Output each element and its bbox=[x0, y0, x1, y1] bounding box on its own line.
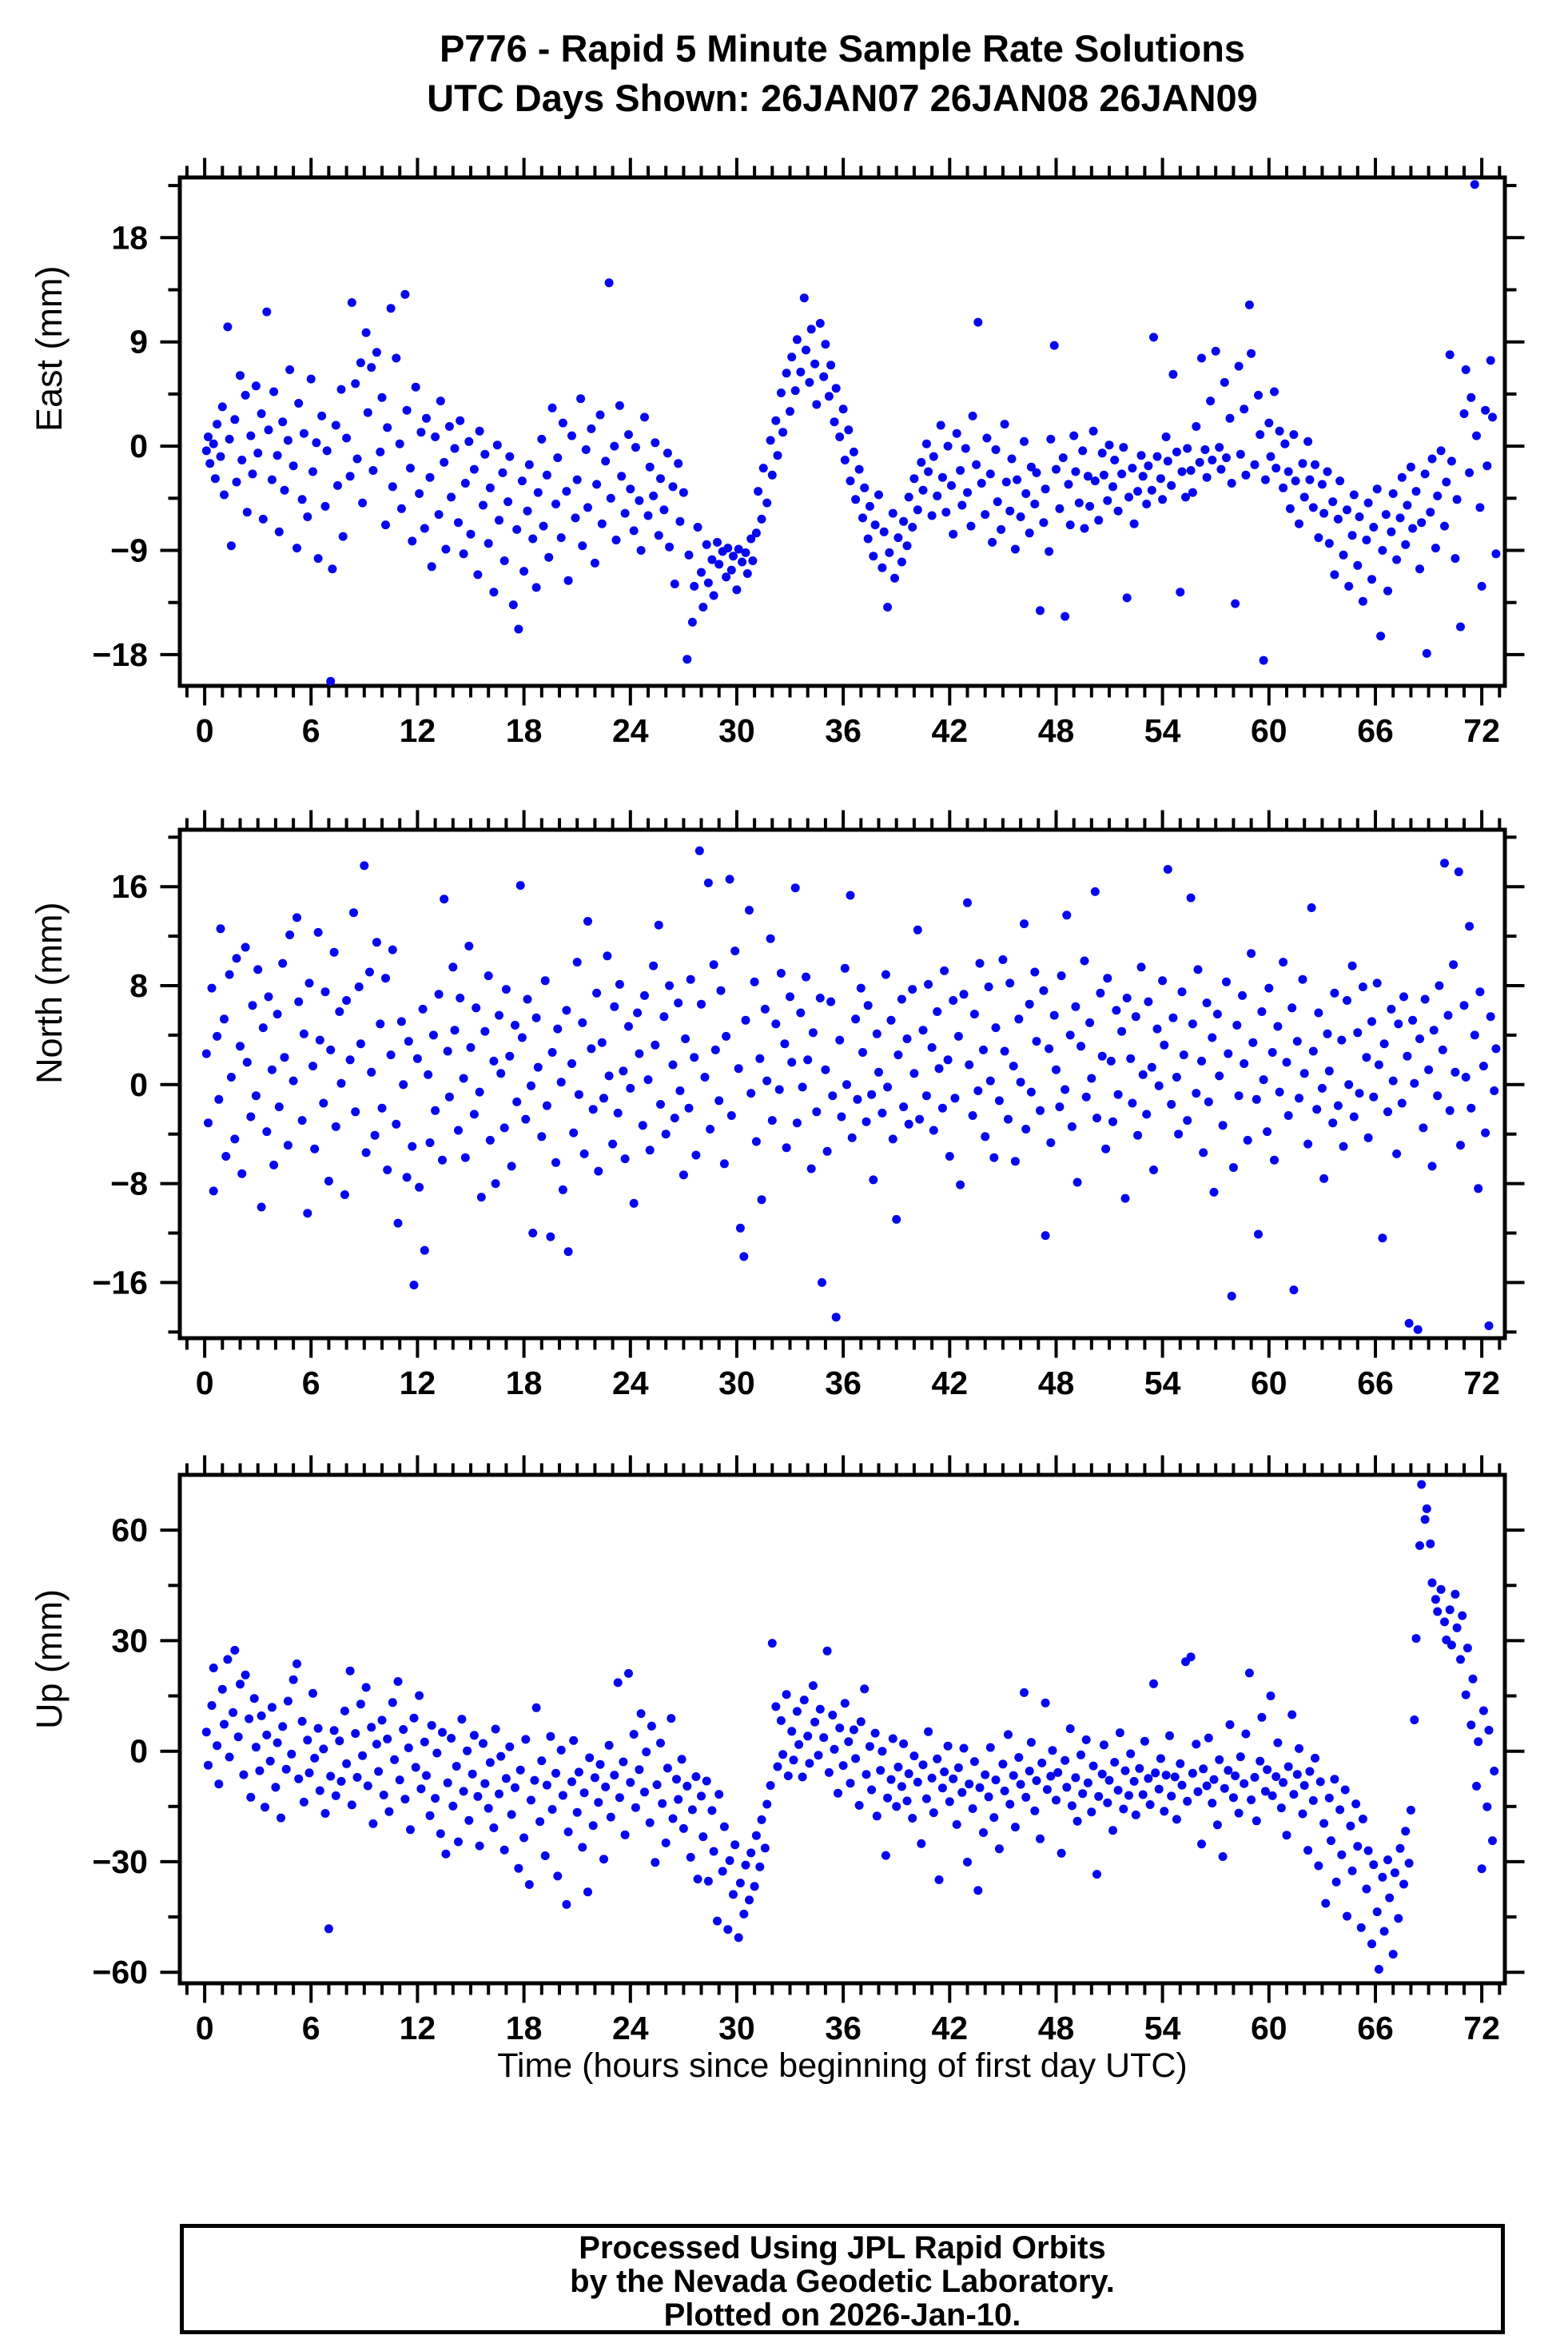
east-frame: 0 6 12 18 24 30 36 42 48 54 60 66 72 18 9 0 −9 −18 bbox=[92, 157, 1525, 749]
figure-title-line1: P776 - Rapid 5 Minute Sample Rate Soluti… bbox=[439, 27, 1246, 70]
svg-text:6: 6 bbox=[302, 712, 320, 749]
svg-text:18: 18 bbox=[506, 1365, 543, 1401]
svg-text:−16: −16 bbox=[92, 1264, 148, 1301]
svg-text:30: 30 bbox=[718, 2010, 755, 2046]
svg-text:54: 54 bbox=[1144, 2010, 1181, 2046]
svg-text:60: 60 bbox=[1251, 2010, 1287, 2046]
svg-text:30: 30 bbox=[718, 1365, 755, 1401]
svg-text:36: 36 bbox=[825, 2010, 862, 2046]
svg-text:72: 72 bbox=[1463, 2010, 1500, 2046]
svg-text:−60: −60 bbox=[92, 1954, 148, 1990]
svg-text:24: 24 bbox=[612, 712, 649, 749]
svg-text:−18: −18 bbox=[92, 636, 148, 673]
svg-text:36: 36 bbox=[825, 712, 862, 749]
svg-text:8: 8 bbox=[129, 967, 148, 1004]
svg-text:66: 66 bbox=[1357, 2010, 1394, 2046]
processing-note-line3: Plotted on 2026-Jan-10. bbox=[663, 2297, 1021, 2333]
svg-text:6: 6 bbox=[302, 1365, 320, 1401]
svg-text:12: 12 bbox=[400, 712, 436, 749]
svg-text:0: 0 bbox=[129, 1066, 148, 1103]
svg-text:9: 9 bbox=[129, 324, 148, 361]
svg-text:−8: −8 bbox=[110, 1166, 148, 1202]
svg-text:12: 12 bbox=[400, 1365, 436, 1401]
svg-text:42: 42 bbox=[931, 712, 968, 749]
svg-text:0: 0 bbox=[196, 1365, 214, 1401]
svg-text:30: 30 bbox=[111, 1622, 148, 1659]
svg-text:42: 42 bbox=[931, 1365, 968, 1401]
svg-text:0: 0 bbox=[129, 1733, 148, 1770]
figure-title: P776 - Rapid 5 Minute Sample Rate Soluti… bbox=[180, 24, 1505, 123]
svg-text:12: 12 bbox=[400, 2010, 436, 2046]
processing-note-line1: Processed Using JPL Rapid Orbits bbox=[579, 2230, 1106, 2265]
svg-text:48: 48 bbox=[1038, 2010, 1075, 2046]
svg-text:54: 54 bbox=[1144, 1365, 1181, 1401]
svg-text:48: 48 bbox=[1038, 1365, 1075, 1401]
up-frame: 0 6 12 18 24 30 36 42 48 54 60 66 72 60 30 0 −30 −60 bbox=[92, 1455, 1525, 2046]
svg-text:66: 66 bbox=[1357, 1365, 1394, 1401]
svg-text:0: 0 bbox=[196, 2010, 214, 2046]
north-points bbox=[201, 846, 1501, 1334]
svg-text:30: 30 bbox=[718, 712, 755, 749]
svg-text:72: 72 bbox=[1463, 1365, 1500, 1401]
svg-text:54: 54 bbox=[1144, 712, 1181, 749]
svg-text:18: 18 bbox=[111, 219, 148, 256]
svg-text:60: 60 bbox=[1251, 1365, 1287, 1401]
svg-text:6: 6 bbox=[302, 2010, 320, 2046]
svg-text:0: 0 bbox=[196, 712, 214, 749]
svg-text:24: 24 bbox=[612, 2010, 649, 2046]
svg-text:0: 0 bbox=[129, 428, 148, 464]
figure-title-line2: UTC Days Shown: 26JAN07 26JAN08 26JAN09 bbox=[427, 77, 1258, 119]
svg-text:−9: −9 bbox=[110, 532, 148, 569]
svg-text:66: 66 bbox=[1357, 712, 1394, 749]
svg-text:42: 42 bbox=[931, 2010, 968, 2046]
svg-text:−30: −30 bbox=[92, 1843, 148, 1880]
processing-note-line2: by the Nevada Geodetic Laboratory. bbox=[570, 2264, 1115, 2299]
svg-text:16: 16 bbox=[111, 868, 148, 905]
svg-text:72: 72 bbox=[1463, 712, 1500, 749]
svg-text:36: 36 bbox=[825, 1365, 862, 1401]
svg-text:18: 18 bbox=[506, 2010, 543, 2046]
x-axis-title: Time (hours since beginning of first day… bbox=[497, 2046, 1188, 2085]
svg-text:48: 48 bbox=[1038, 712, 1075, 749]
processing-note-box: Processed Using JPL Rapid Orbits by the … bbox=[180, 2224, 1505, 2334]
svg-text:60: 60 bbox=[111, 1512, 148, 1548]
svg-text:18: 18 bbox=[506, 712, 543, 749]
up-points bbox=[201, 1480, 1499, 1974]
east-points bbox=[201, 180, 1501, 686]
north-frame: 0 6 12 18 24 30 36 42 48 54 60 66 72 16 8 0 −8 −16 bbox=[92, 810, 1525, 1401]
svg-text:24: 24 bbox=[612, 1365, 649, 1401]
svg-text:60: 60 bbox=[1251, 712, 1287, 749]
